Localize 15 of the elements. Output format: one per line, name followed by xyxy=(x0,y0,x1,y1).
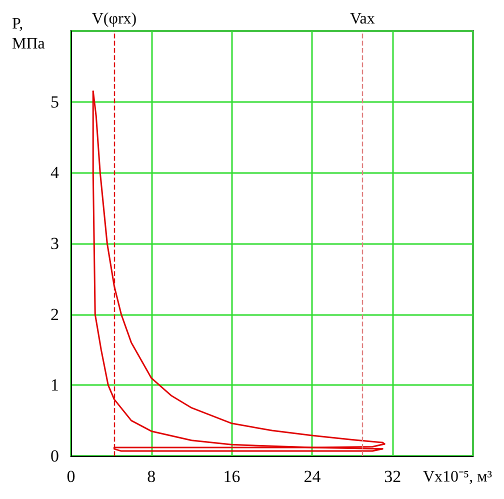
x-tick-label: 0 xyxy=(66,467,76,486)
x-tick-label: 16 xyxy=(223,467,240,486)
x-tick-label: 32 xyxy=(384,467,402,486)
y-tick-label: 2 xyxy=(50,304,59,324)
y-axis-title: P, МПа xyxy=(12,16,45,52)
y-tick-label: 3 xyxy=(50,234,59,253)
x-axis-title: Vx10⁻⁵, м³ xyxy=(422,468,492,486)
y-tick-label: 4 xyxy=(50,163,60,182)
x-tick-label: 24 xyxy=(304,467,322,486)
y-tick-label: 0 xyxy=(50,446,59,466)
y-tick-label: 5 xyxy=(50,92,59,112)
ref-line-label: Vax xyxy=(350,10,375,28)
y-tick-label: 1 xyxy=(50,376,59,395)
ref-line-label: V(φrx) xyxy=(92,10,137,28)
x-tick-label: 8 xyxy=(147,467,156,486)
